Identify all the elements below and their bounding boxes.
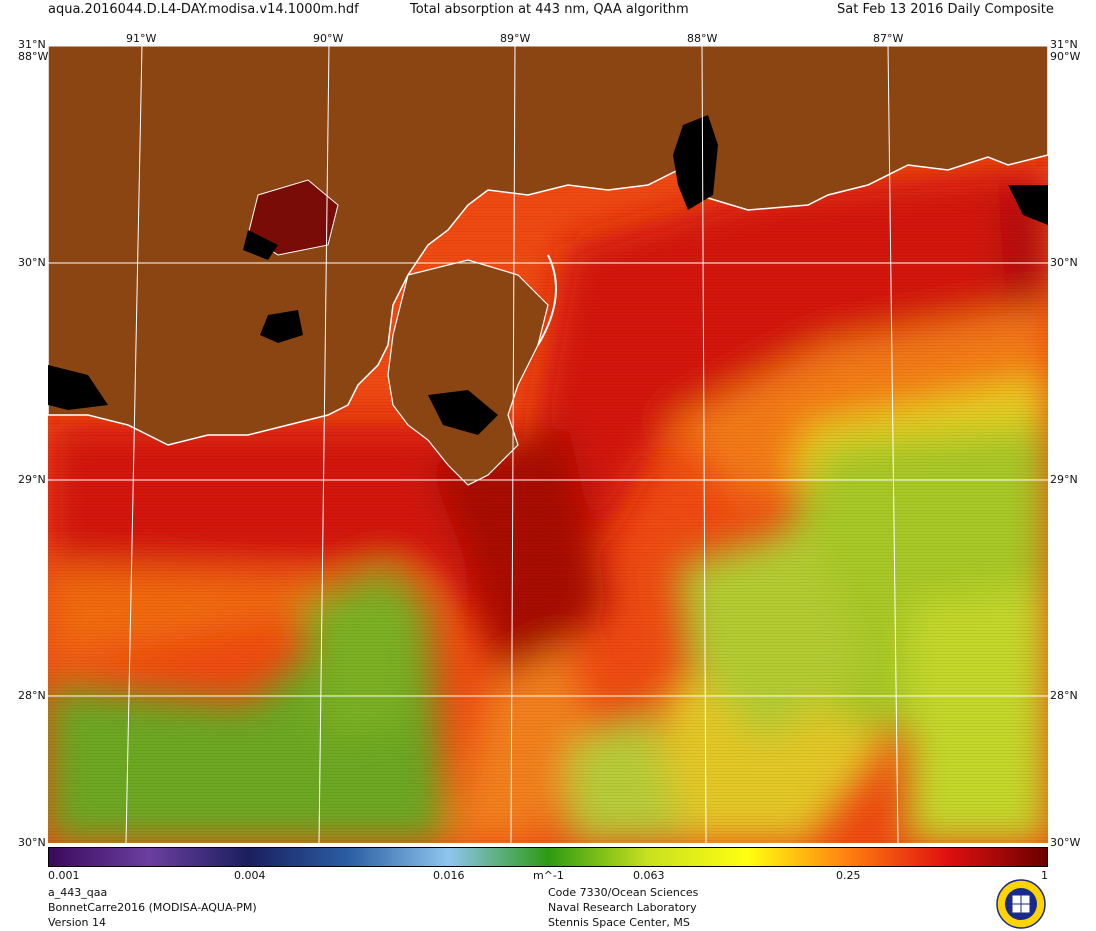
lon-label: 90°W: [313, 32, 344, 45]
coastal-nodata: [1008, 185, 1048, 225]
colorbar-tick: 0.004: [234, 869, 266, 882]
lat-label-left: 28°N: [18, 689, 46, 702]
lon-label: 91°W: [126, 32, 157, 45]
map-svg: [48, 45, 1048, 843]
lat-label-left: 30°N: [18, 256, 46, 269]
map-title: Total absorption at 443 nm, QAA algorith…: [410, 2, 689, 17]
filename-label: aqua.2016044.D.L4-DAY.modisa.v14.1000m.h…: [48, 2, 359, 17]
colorbar-tick: 0.001: [48, 869, 80, 882]
lon-label: 87°W: [873, 32, 904, 45]
corner-label-left: 88°W: [18, 50, 49, 63]
corner-label-right: 90°W: [1050, 50, 1081, 63]
org-code: Code 7330/Ocean Sciences: [548, 886, 699, 899]
lat-label-right: 28°N: [1050, 689, 1078, 702]
lat-label-right: 30°N: [1050, 256, 1078, 269]
dataset-name: BonnetCarre2016 (MODISA-AQUA-PM): [48, 901, 257, 914]
colorbar-tick: 1: [1041, 869, 1048, 882]
footer-right: Code 7330/Ocean Sciences Naval Research …: [548, 885, 698, 930]
colorbar-tick: 0.016: [433, 869, 465, 882]
lat-label-left: 29°N: [18, 473, 46, 486]
lon-label: 88°W: [687, 32, 718, 45]
footer-left: a_443_qaa BonnetCarre2016 (MODISA-AQUA-P…: [48, 885, 257, 930]
lat-label-left: 31°N: [18, 38, 46, 51]
version-label: Version 14: [48, 916, 106, 929]
mississippi-delta: [387, 259, 549, 486]
colorbar-unit: m^-1: [533, 869, 564, 882]
product-name: a_443_qaa: [48, 886, 108, 899]
coastal-nodata: [48, 365, 108, 410]
land-mass: [48, 45, 1048, 446]
lake-nodata: [260, 310, 303, 343]
colorbar: [48, 847, 1048, 867]
colorbar-tick: 0.063: [633, 869, 665, 882]
org-location: Stennis Space Center, MS: [548, 916, 690, 929]
mobile-bay-nodata: [673, 115, 718, 210]
nrl-logo-icon: [996, 879, 1046, 929]
delta-nodata: [428, 390, 498, 435]
lat-label-right: 30°W: [1050, 836, 1081, 849]
org-name: Naval Research Laboratory: [548, 901, 697, 914]
graticule: [48, 45, 1048, 843]
lake-nodata: [243, 230, 278, 260]
lon-label: 89°W: [500, 32, 531, 45]
colorbar-tick: 0.25: [836, 869, 861, 882]
date-label: Sat Feb 13 2016 Daily Composite: [837, 2, 1054, 17]
lat-label-left: 30°N: [18, 836, 46, 849]
lat-label-right: 29°N: [1050, 473, 1078, 486]
lat-label-right: 31°N: [1050, 38, 1078, 51]
absorption-map: [48, 45, 1048, 843]
